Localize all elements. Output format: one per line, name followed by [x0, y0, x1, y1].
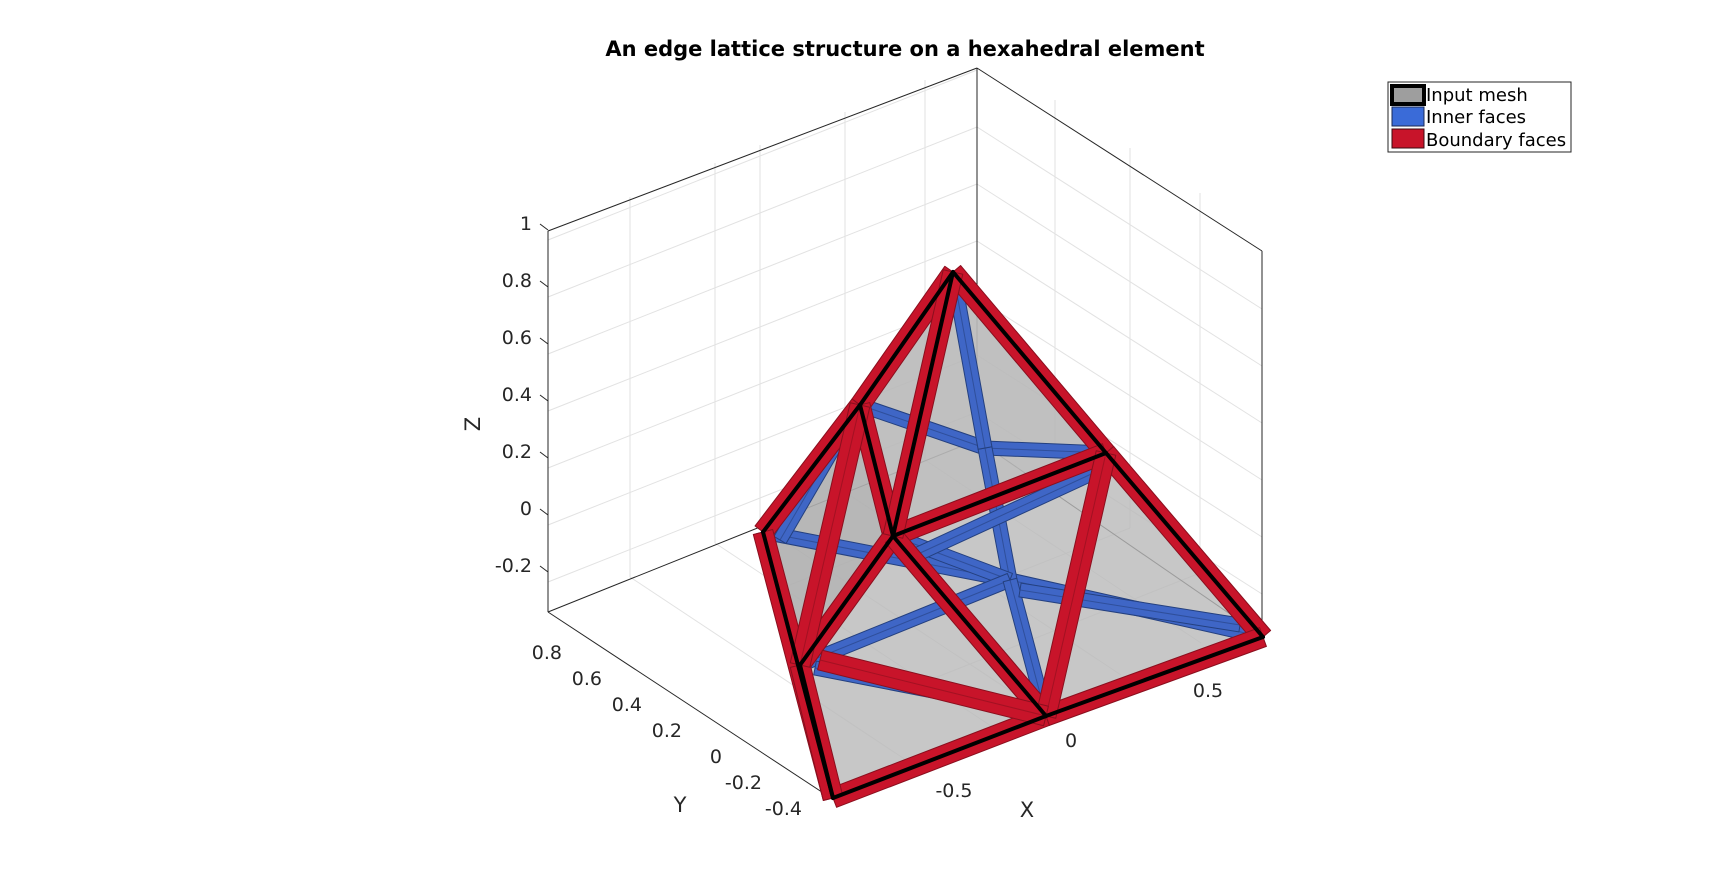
z-axis-label: Z	[461, 417, 485, 431]
legend-label-boundary-faces: Boundary faces	[1426, 130, 1566, 151]
input-mesh-edge	[891, 534, 1048, 718]
y-axis-label: Y	[673, 793, 687, 817]
z-tick: -0.2	[495, 555, 532, 577]
legend: Input mesh Inner faces Boundary faces	[1387, 81, 1572, 153]
legend-label-inner-faces: Inner faces	[1426, 107, 1526, 128]
inner-bar-edge	[904, 469, 1101, 561]
input-mesh-edge	[891, 270, 955, 538]
y-tick: -0.4	[765, 798, 802, 820]
y-tick: -0.2	[725, 772, 762, 794]
input-mesh-edge	[798, 663, 835, 800]
input-mesh-edge	[891, 451, 1108, 538]
legend-swatch-inner-faces	[1391, 106, 1425, 127]
boundary-bar-edge	[819, 659, 1047, 717]
y-tick: 0	[710, 746, 722, 768]
input-mesh-edge	[858, 403, 895, 538]
x-tick: 0	[1065, 730, 1077, 752]
y-tick: 0.8	[532, 642, 562, 664]
x-tick: 0.5	[1193, 680, 1223, 702]
y-tick: 0.4	[612, 694, 642, 716]
input-mesh-edge	[1044, 635, 1265, 718]
plot-title: An edge lattice structure on a hexahedra…	[605, 37, 1204, 61]
legend-label-input-mesh: Input mesh	[1426, 85, 1528, 106]
y-tick-labels: 0.8 0.6 0.4 0.2 0 -0.2 -0.4	[532, 642, 802, 820]
input-mesh-edge	[761, 403, 862, 534]
z-tick: 0.2	[502, 441, 532, 463]
z-tick: 0.6	[502, 327, 532, 349]
z-tick: 1	[520, 213, 532, 235]
x-tick: -0.5	[935, 780, 972, 802]
x-axis-label: X	[1020, 798, 1034, 822]
input-mesh-edge	[798, 534, 895, 667]
z-tick: 0.4	[502, 384, 532, 406]
inner-bar-edge	[952, 271, 986, 449]
y-tick: 0.6	[572, 668, 602, 690]
lattice-structure	[752, 265, 1272, 808]
boundary-bar-edge	[799, 404, 861, 666]
boundary-bar-edge	[1045, 452, 1107, 717]
z-tick-labels: 1 0.8 0.6 0.4 0.2 0 -0.2	[495, 213, 532, 577]
y-tick: 0.2	[652, 720, 682, 742]
x-tick-labels: -0.5 0 0.5	[935, 680, 1223, 802]
z-tick: 0	[520, 498, 532, 520]
input-mesh-edge	[831, 714, 1048, 800]
legend-swatch-input-mesh	[1390, 84, 1426, 106]
legend-swatch-boundary-faces	[1391, 128, 1425, 149]
z-tick: 0.8	[502, 270, 532, 292]
input-mesh-edge	[858, 270, 955, 407]
z-tick-marks	[539, 223, 549, 573]
inner-bar-edge	[799, 579, 1011, 666]
inner-bar-edge	[1019, 589, 1241, 626]
input-mesh-edge	[951, 270, 1108, 455]
input-mesh-edge	[1104, 451, 1265, 639]
